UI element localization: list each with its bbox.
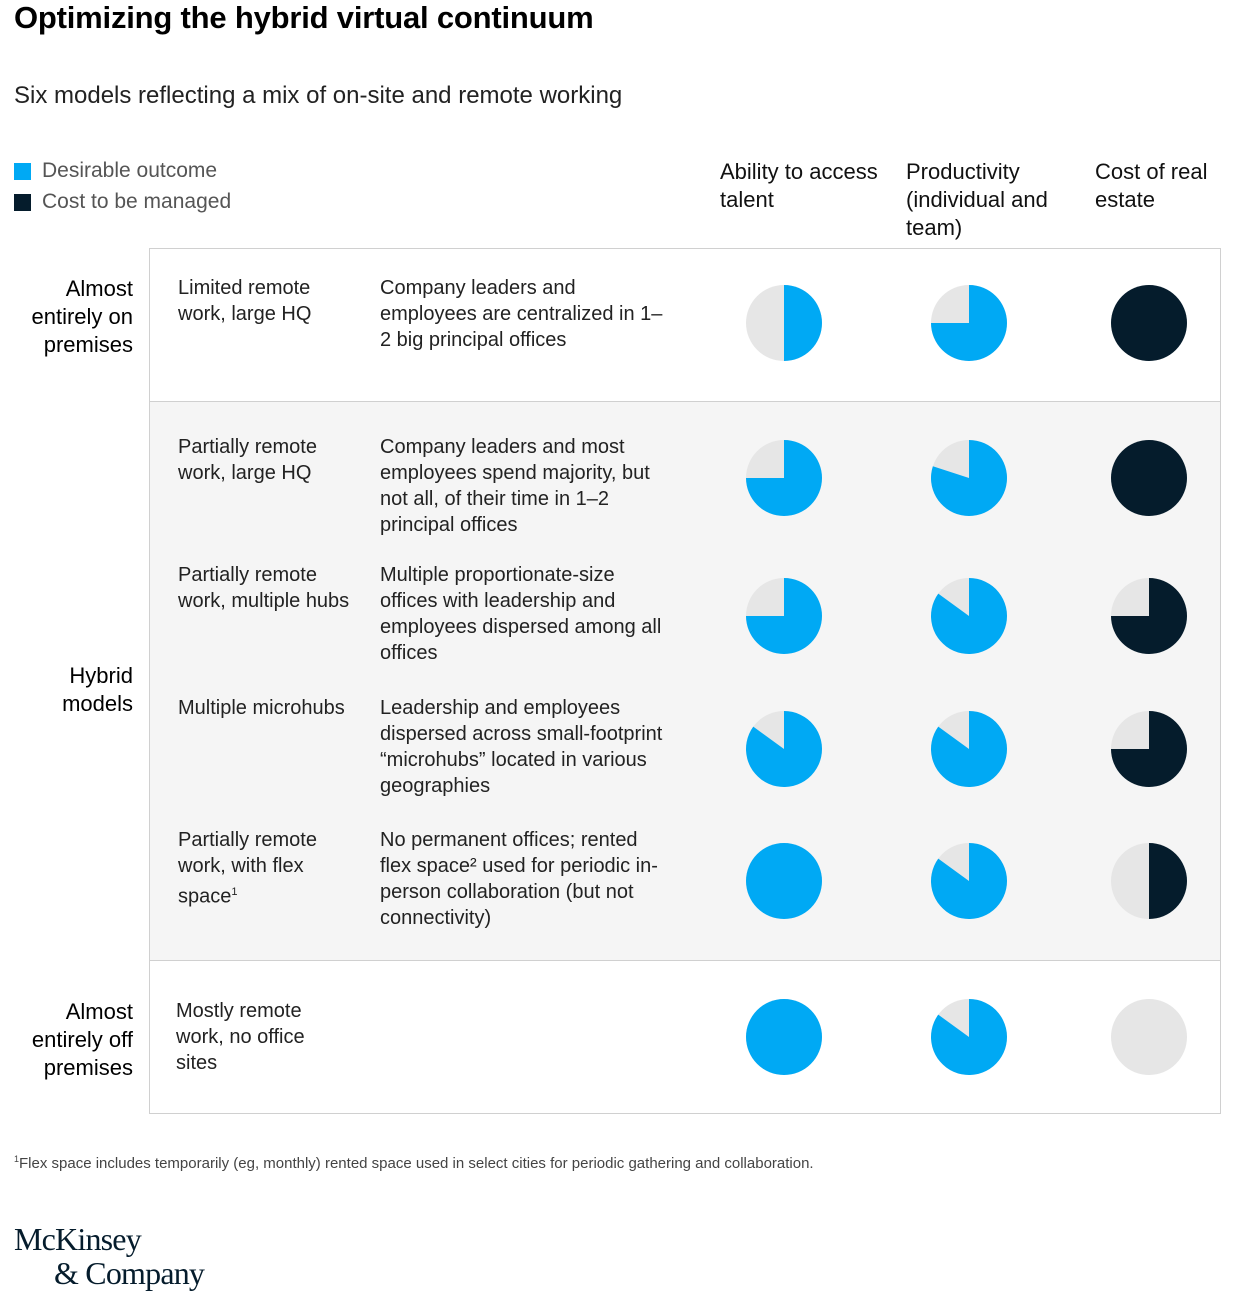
mckinsey-logo: McKinsey & Company xyxy=(14,1221,205,1291)
pie-desirable-r3-c0 xyxy=(746,711,822,787)
footnote-mark: 1 xyxy=(14,1154,20,1164)
pie-slice xyxy=(931,999,1007,1075)
pie-desirable-r0-c0 xyxy=(746,285,822,361)
row-description: Leadership and employees dispersed acros… xyxy=(380,697,663,797)
column-header-talent: Ability to access talent xyxy=(720,159,878,212)
pie-cost-r4-c2 xyxy=(1111,843,1187,919)
pie-slice xyxy=(784,285,822,361)
row-model: Partially remote work, with flex space xyxy=(178,829,317,908)
row-description: Company leaders and employees are centra… xyxy=(380,277,663,351)
legend-swatch-cost xyxy=(14,193,31,211)
section-off-premises xyxy=(149,960,1221,1114)
row-model: Limited remote work, large HQ xyxy=(178,277,312,325)
pie-slice xyxy=(1111,711,1187,787)
pie-slice xyxy=(1111,440,1187,516)
pie-desirable-r4-c0 xyxy=(746,843,822,919)
pie-slice xyxy=(746,999,822,1075)
group-label-hybrid: Hybrid models xyxy=(62,663,133,716)
row-model: Partially remote work, multiple hubs xyxy=(178,564,350,612)
row-description: Multiple proportionate-size offices with… xyxy=(380,564,662,664)
legend-label-desirable: Desirable outcome xyxy=(42,159,218,182)
row-model: Multiple microhubs xyxy=(178,697,345,719)
pie-desirable-r1-c1 xyxy=(931,440,1007,516)
legend-label-cost: Cost to be managed xyxy=(42,190,232,213)
column-header-cost: Cost of real estate xyxy=(1095,159,1208,212)
pie-cost-r5-c2 xyxy=(1111,999,1187,1075)
pie-slice xyxy=(931,843,1007,919)
pie-desirable-r4-c1 xyxy=(931,843,1007,919)
row-description: No permanent offices; rented flex space²… xyxy=(380,829,658,929)
pie-desirable-r3-c1 xyxy=(931,711,1007,787)
pie-slice xyxy=(931,285,1007,361)
pie-desirable-r1-c0 xyxy=(746,440,822,516)
row-model-with-footnote: Partially remote work, with flex space1 xyxy=(178,827,343,910)
chart-title: Optimizing the hybrid virtual continuum xyxy=(14,0,594,35)
pie-slice xyxy=(1111,578,1187,654)
legend-cost: Cost to be managed xyxy=(14,190,231,214)
legend-desirable: Desirable outcome xyxy=(14,159,217,183)
pie-slice xyxy=(746,843,822,919)
footnote-text: Flex space includes temporarily (eg, mon… xyxy=(19,1155,814,1172)
row-description: Company leaders and most employees spend… xyxy=(380,436,650,536)
pie-desirable-r5-c0 xyxy=(746,999,822,1075)
pie-cost-r0-c2 xyxy=(1111,285,1187,361)
footnote: 1Flex space includes temporarily (eg, mo… xyxy=(14,1154,814,1172)
pie-cost-r3-c2 xyxy=(1111,711,1187,787)
pie-slice xyxy=(1111,285,1187,361)
row-model: Partially remote work, large HQ xyxy=(178,436,317,484)
pie-slice xyxy=(931,578,1007,654)
pie-slice xyxy=(931,711,1007,787)
group-label-off-premises: Almost entirely off premises xyxy=(31,999,133,1080)
pie-slice xyxy=(746,440,822,516)
pie-cost-r2-c2 xyxy=(1111,578,1187,654)
pie-slice xyxy=(1149,843,1187,919)
pie-cost-r1-c2 xyxy=(1111,440,1187,516)
logo-line-1: McKinsey xyxy=(14,1221,142,1257)
chart-subtitle: Six models reflecting a mix of on-site a… xyxy=(14,82,623,109)
group-label-on-premises: Almost entirely on premises xyxy=(31,276,133,357)
legend-swatch-desirable xyxy=(14,162,31,180)
logo-line-2: & Company xyxy=(54,1255,205,1291)
pie-background xyxy=(1111,999,1187,1075)
pie-desirable-r2-c1 xyxy=(931,578,1007,654)
pie-desirable-r5-c1 xyxy=(931,999,1007,1075)
pie-slice xyxy=(931,440,1007,516)
column-header-productivity: Productivity (individual and team) xyxy=(906,159,1048,240)
footnote-marker: 1 xyxy=(231,886,238,898)
pie-slice xyxy=(746,578,822,654)
pie-desirable-r2-c0 xyxy=(746,578,822,654)
pie-slice xyxy=(746,711,822,787)
row-model: Mostly remote work, no office sites xyxy=(176,1000,305,1074)
pie-desirable-r0-c1 xyxy=(931,285,1007,361)
